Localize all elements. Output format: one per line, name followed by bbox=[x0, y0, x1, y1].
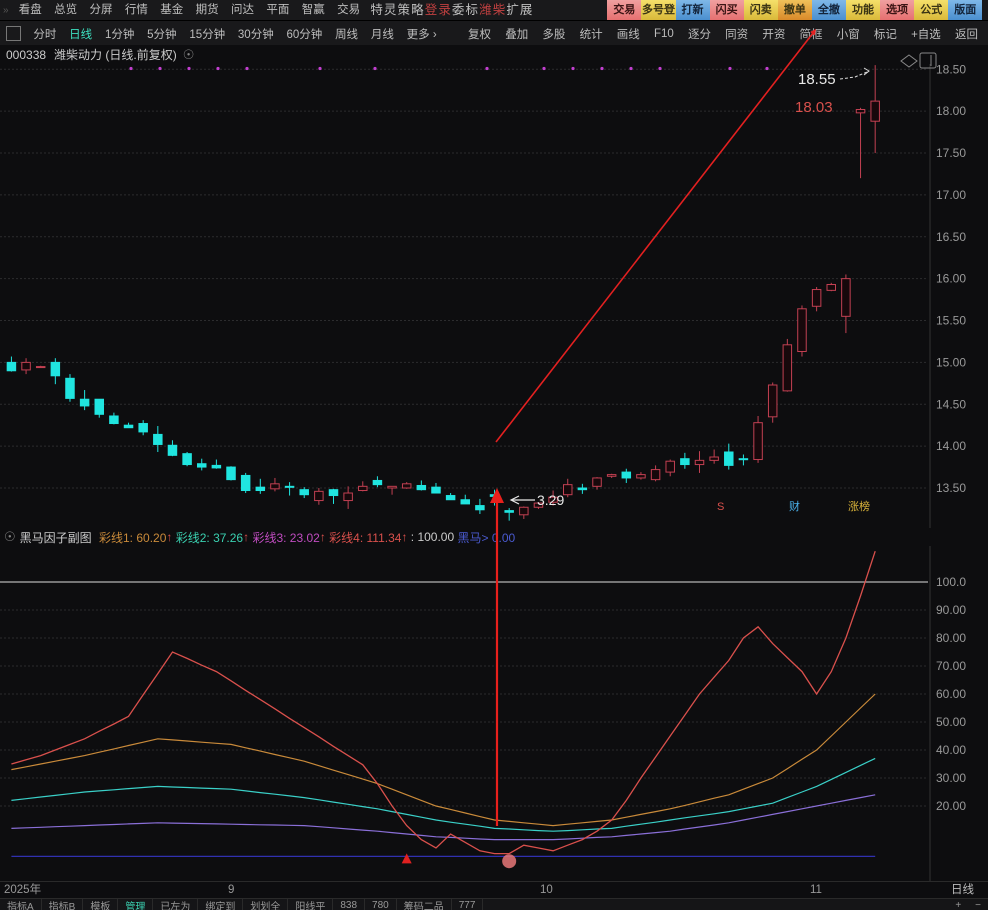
svg-text:13.50: 13.50 bbox=[936, 481, 966, 495]
svg-text:50.00: 50.00 bbox=[936, 715, 966, 729]
svg-text:14.50: 14.50 bbox=[936, 397, 966, 411]
svg-text:60.00: 60.00 bbox=[936, 687, 966, 701]
svg-text:14.00: 14.00 bbox=[936, 439, 966, 453]
svg-text:70.00: 70.00 bbox=[936, 659, 966, 673]
svg-text:100.0: 100.0 bbox=[936, 575, 966, 589]
svg-text:16.00: 16.00 bbox=[936, 272, 966, 286]
svg-text:30.00: 30.00 bbox=[936, 771, 966, 785]
svg-text:17.00: 17.00 bbox=[936, 188, 966, 202]
svg-text:18.00: 18.00 bbox=[936, 104, 966, 118]
svg-text:17.50: 17.50 bbox=[936, 146, 966, 160]
svg-text:15.50: 15.50 bbox=[936, 314, 966, 328]
svg-text:80.00: 80.00 bbox=[936, 631, 966, 645]
svg-text:16.50: 16.50 bbox=[936, 230, 966, 244]
svg-text:15.00: 15.00 bbox=[936, 355, 966, 369]
svg-text:40.00: 40.00 bbox=[936, 743, 966, 757]
svg-text:90.00: 90.00 bbox=[936, 603, 966, 617]
svg-text:20.00: 20.00 bbox=[936, 799, 966, 813]
